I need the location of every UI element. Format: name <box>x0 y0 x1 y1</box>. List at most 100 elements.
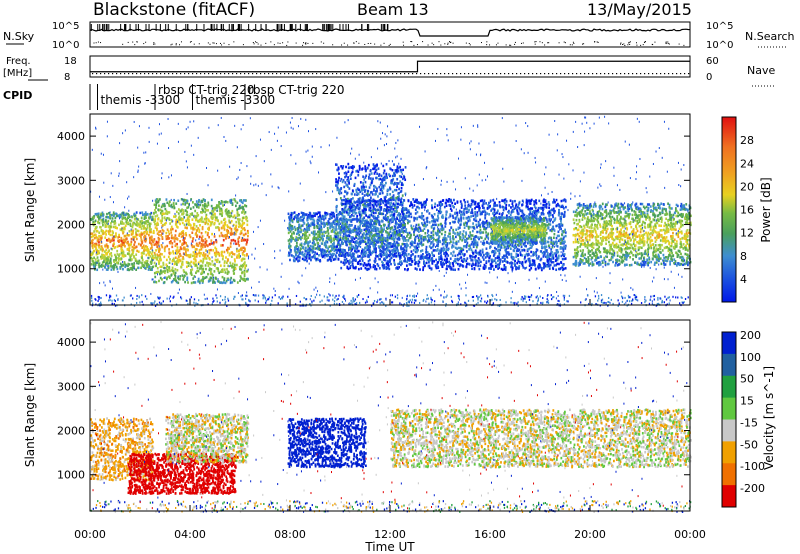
power-pixel <box>140 231 143 235</box>
power-pixel <box>499 298 501 301</box>
power-pixel <box>106 257 109 260</box>
power-pixel <box>243 221 246 225</box>
power-pixel <box>317 237 320 241</box>
nsearch-dot <box>213 42 215 44</box>
power-pixel <box>337 241 340 244</box>
nave-dot <box>260 73 262 75</box>
power-pixel <box>231 251 233 254</box>
power-pixel <box>157 238 160 241</box>
power-pixel <box>147 263 150 266</box>
power-pixel <box>341 231 344 234</box>
power-pixel <box>192 228 195 231</box>
power-pixel <box>176 257 179 261</box>
power-pixel <box>316 212 319 216</box>
power-pixel <box>224 302 226 305</box>
power-pixel <box>107 264 110 268</box>
power-pixel <box>353 300 356 303</box>
power-pixel <box>311 249 314 253</box>
power-pixel <box>665 298 668 301</box>
power-pixel <box>385 174 388 177</box>
power-pixel <box>145 221 147 225</box>
power-pixel <box>366 192 369 195</box>
power-pixel <box>306 259 308 263</box>
power-pixel <box>326 212 329 216</box>
power-pixel <box>207 272 209 276</box>
power-pixel <box>149 215 152 219</box>
nsearch-label: N.Search <box>745 30 795 43</box>
power-pixel <box>118 223 120 227</box>
power-pixel <box>127 268 130 271</box>
power-pixel <box>265 301 267 304</box>
power-pixel <box>138 259 141 263</box>
power-pixel <box>202 269 205 272</box>
power-pixel <box>109 264 112 268</box>
power-pixel <box>380 298 382 301</box>
power-pixel <box>396 294 399 297</box>
power-pixel <box>185 254 188 257</box>
power-pixel <box>537 300 539 303</box>
power-pixel <box>174 256 177 260</box>
power-pixel <box>130 230 133 233</box>
power-pixel <box>173 259 175 262</box>
power-pixel <box>329 238 332 241</box>
power-pixel <box>157 247 160 251</box>
power-pixel <box>97 295 99 298</box>
power-pixel <box>382 253 385 257</box>
power-pixel <box>123 216 126 220</box>
power-pixel <box>335 178 338 181</box>
power-pixel <box>122 255 125 258</box>
power-pixel <box>329 223 332 227</box>
power-pixel <box>181 212 184 216</box>
power-pixel <box>156 258 159 261</box>
power-pixel <box>170 205 172 208</box>
power-pixel <box>237 240 240 243</box>
power-pixel <box>288 242 291 245</box>
nsearch-dot <box>486 44 488 46</box>
nave-dot <box>504 73 506 75</box>
power-pixel <box>315 257 318 261</box>
power-pixel <box>109 225 112 228</box>
power-pixel <box>183 247 185 251</box>
power-pixel <box>307 243 309 246</box>
power-pixel <box>313 237 316 240</box>
power-pixel <box>163 247 166 250</box>
power-pixel <box>450 295 452 298</box>
power-pixel <box>240 277 243 280</box>
power-pixel <box>363 222 366 225</box>
power-pixel <box>239 279 241 283</box>
power-pixel <box>113 303 115 306</box>
power-pixel <box>237 207 240 210</box>
power-pixel <box>127 234 130 237</box>
power-pixel <box>113 246 116 250</box>
nsearch-dot <box>665 42 667 44</box>
power-pixel <box>294 228 297 232</box>
power-pixel <box>150 230 153 234</box>
power-pixel <box>290 238 293 242</box>
power-pixel <box>292 255 295 258</box>
power-pixel <box>135 245 138 249</box>
power-pixel <box>176 251 179 255</box>
nave-dot <box>224 73 226 75</box>
power-pixel <box>325 253 328 257</box>
power-pixel <box>141 221 144 224</box>
power-pixel <box>325 246 328 249</box>
power-pixel <box>634 294 637 297</box>
power-pixel <box>502 208 505 212</box>
power-pixel <box>340 186 343 190</box>
power-pixel <box>245 278 248 281</box>
power-pixel <box>102 255 105 258</box>
power-pixel <box>612 302 614 305</box>
power-pixel <box>393 188 396 192</box>
power-pixel <box>226 251 229 254</box>
power-pixel <box>177 276 179 280</box>
power-pixel <box>123 238 126 242</box>
nsearch-dot <box>304 42 306 44</box>
power-pixel <box>122 241 125 244</box>
power-pixel <box>343 296 345 299</box>
power-pixel <box>221 299 224 302</box>
power-pixel <box>153 271 156 275</box>
power-pixel <box>193 257 195 261</box>
power-pixel <box>233 198 236 201</box>
power-pixel <box>214 215 217 218</box>
power-pixel <box>367 175 370 179</box>
